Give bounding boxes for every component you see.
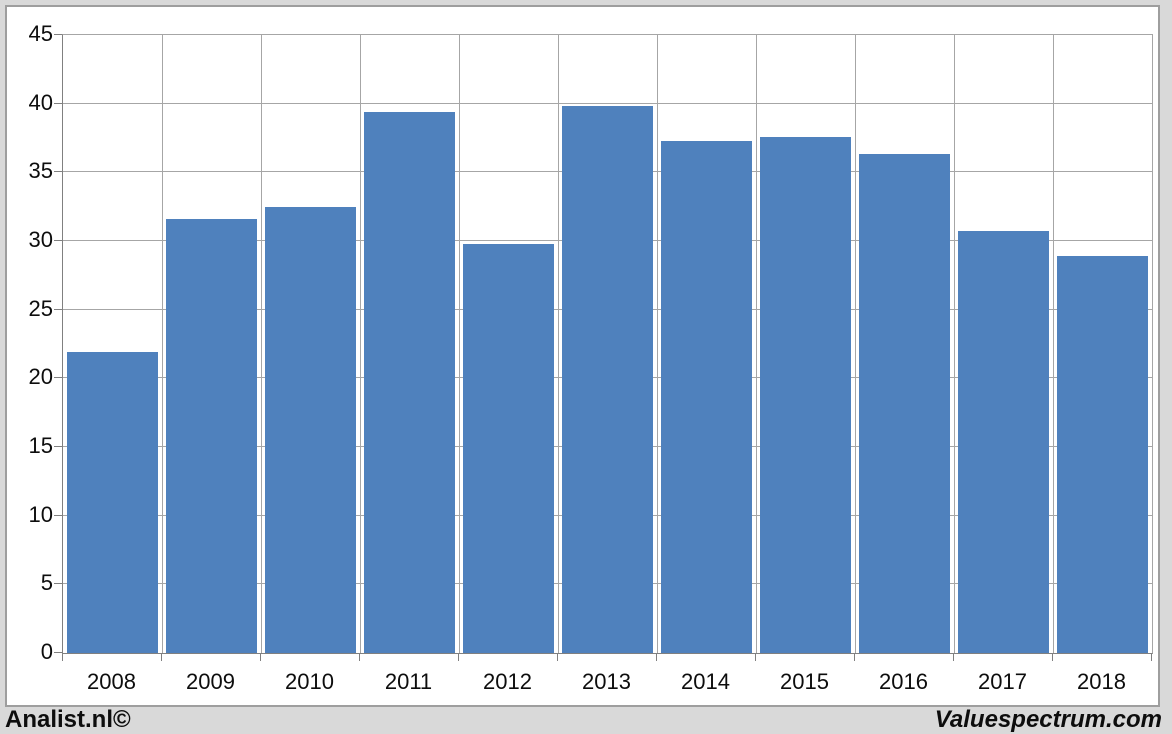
bar-2016	[859, 154, 950, 653]
x-axis-label-2012: 2012	[483, 669, 532, 694]
y-axis-label-5: 5	[40, 570, 53, 596]
x-axis-label-2008: 2008	[87, 669, 136, 694]
x-axis-label-2013: 2013	[582, 669, 631, 694]
y-axis-label-0: 0	[40, 639, 53, 664]
bar-2011	[364, 111, 455, 653]
bar-2015	[760, 136, 851, 653]
y-axis-tick-5	[54, 583, 62, 585]
bar-2013	[562, 106, 653, 653]
x-axis-tick	[458, 654, 459, 661]
y-axis-tick-45	[54, 34, 62, 35]
y-axis-label-45: 45	[28, 21, 53, 46]
footer-analist-brand: Analist.nl©	[5, 706, 131, 733]
x-axis-label-2011: 2011	[384, 669, 433, 694]
x-axis-tick	[62, 654, 63, 661]
x-axis-tick	[557, 654, 558, 661]
y-axis-tick-25	[54, 308, 62, 310]
x-axis-label-2014: 2014	[681, 669, 730, 694]
gridline-vertical	[558, 35, 559, 653]
y-axis-tick-20	[54, 377, 62, 379]
y-axis-tick-0	[54, 652, 62, 653]
y-axis-label-20: 20	[28, 364, 53, 390]
x-axis-tick	[854, 654, 855, 661]
x-axis-tick	[260, 654, 261, 661]
footer-valuespectrum-brand: Valuespectrum.com	[934, 706, 1162, 733]
chart-frame: 0 5 10 15 20 25 30 35 40 45 2008 2009 2010 2011 2012 20…	[5, 5, 1160, 707]
gridline-vertical	[1053, 35, 1054, 653]
x-axis-tick	[755, 654, 756, 661]
x-axis-tick	[656, 654, 657, 661]
y-axis-label-40: 40	[28, 89, 53, 115]
x-axis-tick	[1151, 654, 1152, 661]
x-axis-label-2017: 2017	[978, 669, 1027, 694]
gridline-vertical	[657, 35, 658, 653]
y-axis-label-10: 10	[28, 501, 53, 527]
bar-2018	[1057, 256, 1148, 653]
bar-2012	[463, 243, 554, 653]
x-axis-label-2009: 2009	[186, 669, 235, 694]
plot-area	[62, 34, 1153, 654]
x-axis-tick	[161, 654, 162, 661]
bar-2014	[661, 140, 752, 653]
gridline-vertical	[459, 35, 460, 653]
y-axis-label-15: 15	[28, 433, 53, 458]
gridline-vertical	[162, 35, 163, 653]
bar-2009	[166, 219, 257, 653]
x-axis-tick	[1052, 654, 1053, 661]
y-axis-label-30: 30	[28, 227, 53, 252]
x-axis-label-2016: 2016	[879, 669, 928, 694]
x-axis-tick	[953, 654, 954, 661]
x-axis-tick	[359, 654, 360, 661]
x-axis-label-2015: 2015	[780, 669, 829, 694]
gridline-vertical	[756, 35, 757, 653]
gridline-vertical	[954, 35, 955, 653]
gridline-vertical	[261, 35, 262, 653]
y-axis-tick-35	[54, 171, 62, 173]
gridline-horizontal-40	[63, 102, 1152, 104]
y-axis-tick-15	[54, 446, 62, 447]
gridline-vertical	[360, 35, 361, 653]
x-axis-label-2010: 2010	[285, 669, 334, 694]
y-axis-tick-10	[54, 514, 62, 516]
bar-2017	[958, 231, 1049, 653]
x-axis-label-2018: 2018	[1077, 669, 1126, 694]
y-axis-tick-40	[54, 102, 62, 104]
y-axis-tick-30	[54, 240, 62, 241]
gridline-vertical	[855, 35, 856, 653]
y-axis-label-25: 25	[28, 295, 53, 321]
bar-2008	[67, 352, 158, 653]
y-axis-label-35: 35	[28, 158, 53, 184]
footer: Analist.nl© Valuespectrum.com	[5, 706, 1162, 734]
bar-2010	[265, 206, 356, 653]
